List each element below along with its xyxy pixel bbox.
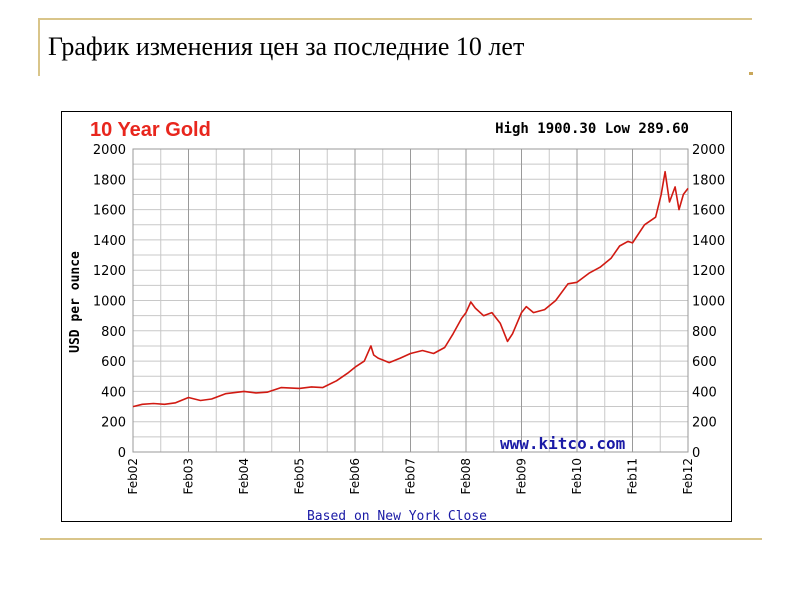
x-tick-label: Feb10 (570, 458, 584, 495)
y-tick-label-right: 800 (692, 325, 717, 340)
y-tick-label: 1400 (93, 234, 126, 249)
y-tick-label-right: 1000 (692, 295, 725, 310)
x-tick-label: Feb11 (626, 458, 640, 495)
series-layer (132, 170, 689, 408)
slide-title: График изменения цен за последние 10 лет (48, 32, 525, 61)
grid (132, 148, 689, 453)
y-tick-label-right: 400 (692, 385, 717, 400)
slide-border-bottom (40, 538, 762, 540)
slide-decoration-dot (749, 72, 753, 75)
chart-stats: High 1900.30 Low 289.60 (495, 121, 689, 137)
y-tick-label-right: 200 (692, 416, 717, 431)
y-tick-label-right: 1800 (692, 173, 725, 188)
y-tick-label: 0 (118, 446, 126, 461)
x-tick-labels: Feb02 Feb03 Feb04 Feb05 Feb06 Feb07 Feb08 Feb09… (126, 458, 695, 495)
slide-border-top (40, 18, 752, 20)
y-tick-label-right: 1600 (692, 204, 725, 219)
y-tick-label: 800 (101, 325, 126, 340)
y-tick-label-right: 0 (692, 446, 700, 461)
watermark: www.kitco.com (500, 434, 626, 453)
y-tick-labels-right: 0 200 400 600 800 1000 1200 1400 1600 1800 2000 (692, 143, 725, 461)
y-tick-label: 2000 (93, 143, 126, 158)
slide-border-left (38, 18, 40, 76)
plot-area (132, 148, 689, 453)
y-tick-label-right: 1200 (692, 264, 725, 279)
x-tick-label: Feb08 (459, 458, 473, 495)
y-tick-labels-left: 0 200 400 600 800 1000 1200 1400 1600 1800 2000 (93, 143, 126, 461)
x-tick-label: Feb03 (182, 458, 196, 495)
y-tick-label: 1800 (93, 173, 126, 188)
x-tick-label: Feb09 (515, 458, 529, 495)
y-tick-label-right: 1400 (692, 234, 725, 249)
y-tick-label: 200 (101, 416, 126, 431)
y-axis-label: USD per ounce (68, 251, 83, 353)
x-tick-label: Feb02 (126, 458, 140, 495)
gold-price-chart: 0 200 400 600 800 1000 1200 1400 1600 1800 2000 0 2… (68, 119, 725, 521)
chart-footer: Based on New York Close (307, 509, 487, 521)
x-tick-label: Feb12 (681, 458, 695, 495)
chart-title: 10 Year Gold (90, 119, 211, 141)
y-tick-label-right: 2000 (692, 143, 725, 158)
y-tick-label-right: 600 (692, 355, 717, 370)
y-tick-label: 1600 (93, 204, 126, 219)
x-tick-label: Feb07 (404, 458, 418, 495)
series-line (132, 170, 689, 408)
x-tick-label: Feb05 (293, 458, 307, 495)
y-tick-label: 1200 (93, 264, 126, 279)
y-tick-label: 400 (101, 385, 126, 400)
y-tick-label: 600 (101, 355, 126, 370)
chart-frame: 0 200 400 600 800 1000 1200 1400 1600 1800 2000 0 2… (61, 111, 732, 522)
y-tick-label: 1000 (93, 295, 126, 310)
x-tick-label: Feb04 (237, 458, 251, 495)
x-tick-label: Feb06 (348, 458, 362, 495)
